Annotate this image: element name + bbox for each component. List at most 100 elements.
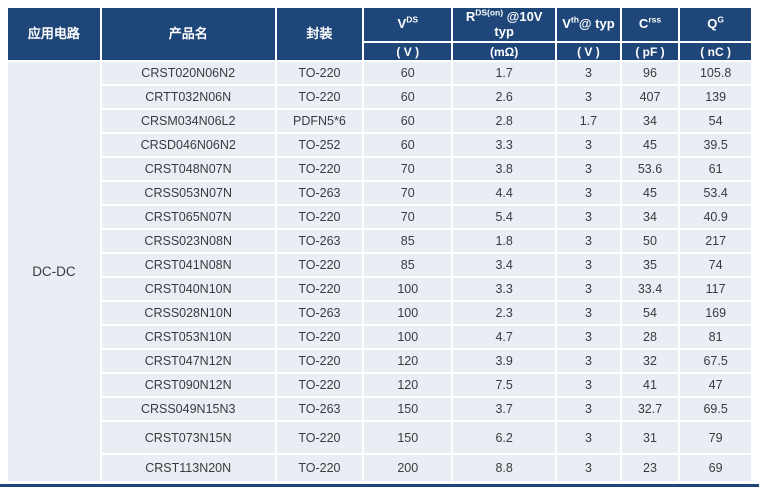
cell-vds: 150	[364, 398, 452, 420]
table-row: CRST090N12N TO-220 120 7.5 3 41 47	[8, 374, 751, 396]
cell-vth: 3	[557, 134, 620, 156]
cell-package: TO-220	[276, 455, 363, 481]
cell-crss: 45	[621, 182, 679, 204]
header-rds-on: RDS(on) @10V typ	[453, 8, 556, 41]
table-row: CRSS023N08N TO-263 85 1.8 3 50 217	[8, 230, 751, 252]
cell-vds: 120	[364, 374, 452, 396]
app-circuit-cell: DC-DC	[8, 62, 100, 481]
cell-vth: 3	[557, 326, 620, 348]
cell-product: CRST065N07N	[101, 206, 275, 228]
cell-crss: 28	[621, 326, 679, 348]
table-row: CRSD046N06N2 TO-252 60 3.3 3 45 39.5	[8, 134, 751, 156]
cell-vth: 1.7	[557, 110, 620, 132]
cell-rds-on: 3.9	[453, 350, 556, 372]
cell-rds-on: 4.4	[453, 182, 556, 204]
cell-crss: 32.7	[621, 398, 679, 420]
cell-package: PDFN5*6	[276, 110, 363, 132]
unit-rds-on: (mΩ)	[453, 43, 556, 60]
cell-product: CRST048N07N	[101, 158, 275, 180]
cell-qg: 81	[680, 326, 751, 348]
cell-crss: 35	[621, 254, 679, 276]
cell-package: TO-263	[276, 302, 363, 324]
cell-product: CRSS049N15N3	[101, 398, 275, 420]
cell-rds-on: 2.6	[453, 86, 556, 108]
cell-rds-on: 1.7	[453, 62, 556, 84]
header-vds: VDS	[364, 8, 452, 41]
cell-qg: 40.9	[680, 206, 751, 228]
param-label: Crss	[638, 15, 662, 32]
cell-package: TO-220	[276, 206, 363, 228]
cell-vds: 85	[364, 230, 452, 252]
table-row: CRST053N10N TO-220 100 4.7 3 28 81	[8, 326, 751, 348]
cell-vth: 3	[557, 158, 620, 180]
cell-qg: 105.8	[680, 62, 751, 84]
cell-qg: 47	[680, 374, 751, 396]
cell-crss: 32	[621, 350, 679, 372]
cell-crss: 96	[621, 62, 679, 84]
cell-vds: 60	[364, 110, 452, 132]
cell-vds: 70	[364, 182, 452, 204]
cell-product: CRST090N12N	[101, 374, 275, 396]
cell-crss: 45	[621, 134, 679, 156]
cell-product: CRSS053N07N	[101, 182, 275, 204]
cell-vth: 3	[557, 278, 620, 300]
cell-crss: 31	[621, 422, 679, 453]
cell-rds-on: 5.4	[453, 206, 556, 228]
param-label-line2: typ	[494, 23, 514, 39]
table-row: CRST113N20N TO-220 200 8.8 3 23 69	[8, 455, 751, 481]
cell-vth: 3	[557, 62, 620, 84]
header-vth: Vth@ typ	[557, 8, 620, 41]
cell-vds: 150	[364, 422, 452, 453]
cell-qg: 53.4	[680, 182, 751, 204]
header-unit-row: ( V ) (mΩ) ( V ) ( pF ) ( nC )	[8, 43, 751, 60]
cell-package: TO-263	[276, 230, 363, 252]
cell-product: CRST041N08N	[101, 254, 275, 276]
header-product-name: 产品名	[101, 8, 275, 60]
table-body: DC-DC CRST020N06N2 TO-220 60 1.7 3 96 105.8 CRTT…	[8, 62, 751, 481]
cell-crss: 407	[621, 86, 679, 108]
cell-crss: 53.6	[621, 158, 679, 180]
cell-vds: 120	[364, 350, 452, 372]
cell-vds: 60	[364, 86, 452, 108]
cell-vth: 3	[557, 230, 620, 252]
cell-vth: 3	[557, 302, 620, 324]
unit-vds: ( V )	[364, 43, 452, 60]
cell-vth: 3	[557, 350, 620, 372]
cell-qg: 69	[680, 455, 751, 481]
product-selection-table: 应用电路 产品名 封装 VDS RDS(on) @10V typ Vth@ typ…	[6, 6, 753, 483]
param-label: VDS	[397, 15, 418, 32]
cell-qg: 139	[680, 86, 751, 108]
cell-product: CRSS028N10N	[101, 302, 275, 324]
table-row: CRST041N08N TO-220 85 3.4 3 35 74	[8, 254, 751, 276]
cell-product: CRSS023N08N	[101, 230, 275, 252]
cell-vth: 3	[557, 86, 620, 108]
unit-crss: ( pF )	[621, 43, 679, 60]
cell-rds-on: 2.8	[453, 110, 556, 132]
cell-package: TO-220	[276, 86, 363, 108]
cell-package: TO-252	[276, 134, 363, 156]
cell-rds-on: 3.8	[453, 158, 556, 180]
cell-crss: 33.4	[621, 278, 679, 300]
cell-vth: 3	[557, 182, 620, 204]
cell-qg: 61	[680, 158, 751, 180]
cell-vds: 70	[364, 206, 452, 228]
cell-rds-on: 1.8	[453, 230, 556, 252]
table-row: CRST048N07N TO-220 70 3.8 3 53.6 61	[8, 158, 751, 180]
cell-vth: 3	[557, 398, 620, 420]
cell-qg: 74	[680, 254, 751, 276]
cell-rds-on: 4.7	[453, 326, 556, 348]
cell-vth: 3	[557, 254, 620, 276]
cell-package: TO-220	[276, 350, 363, 372]
cell-qg: 67.5	[680, 350, 751, 372]
cell-qg: 69.5	[680, 398, 751, 420]
cell-package: TO-220	[276, 158, 363, 180]
unit-qg: ( nC )	[680, 43, 751, 60]
table-row: CRSM034N06L2 PDFN5*6 60 2.8 1.7 34 54	[8, 110, 751, 132]
cell-rds-on: 8.8	[453, 455, 556, 481]
cell-product: CRST113N20N	[101, 455, 275, 481]
cell-rds-on: 2.3	[453, 302, 556, 324]
bottom-rule	[0, 484, 759, 487]
cell-package: TO-220	[276, 278, 363, 300]
cell-vds: 60	[364, 134, 452, 156]
